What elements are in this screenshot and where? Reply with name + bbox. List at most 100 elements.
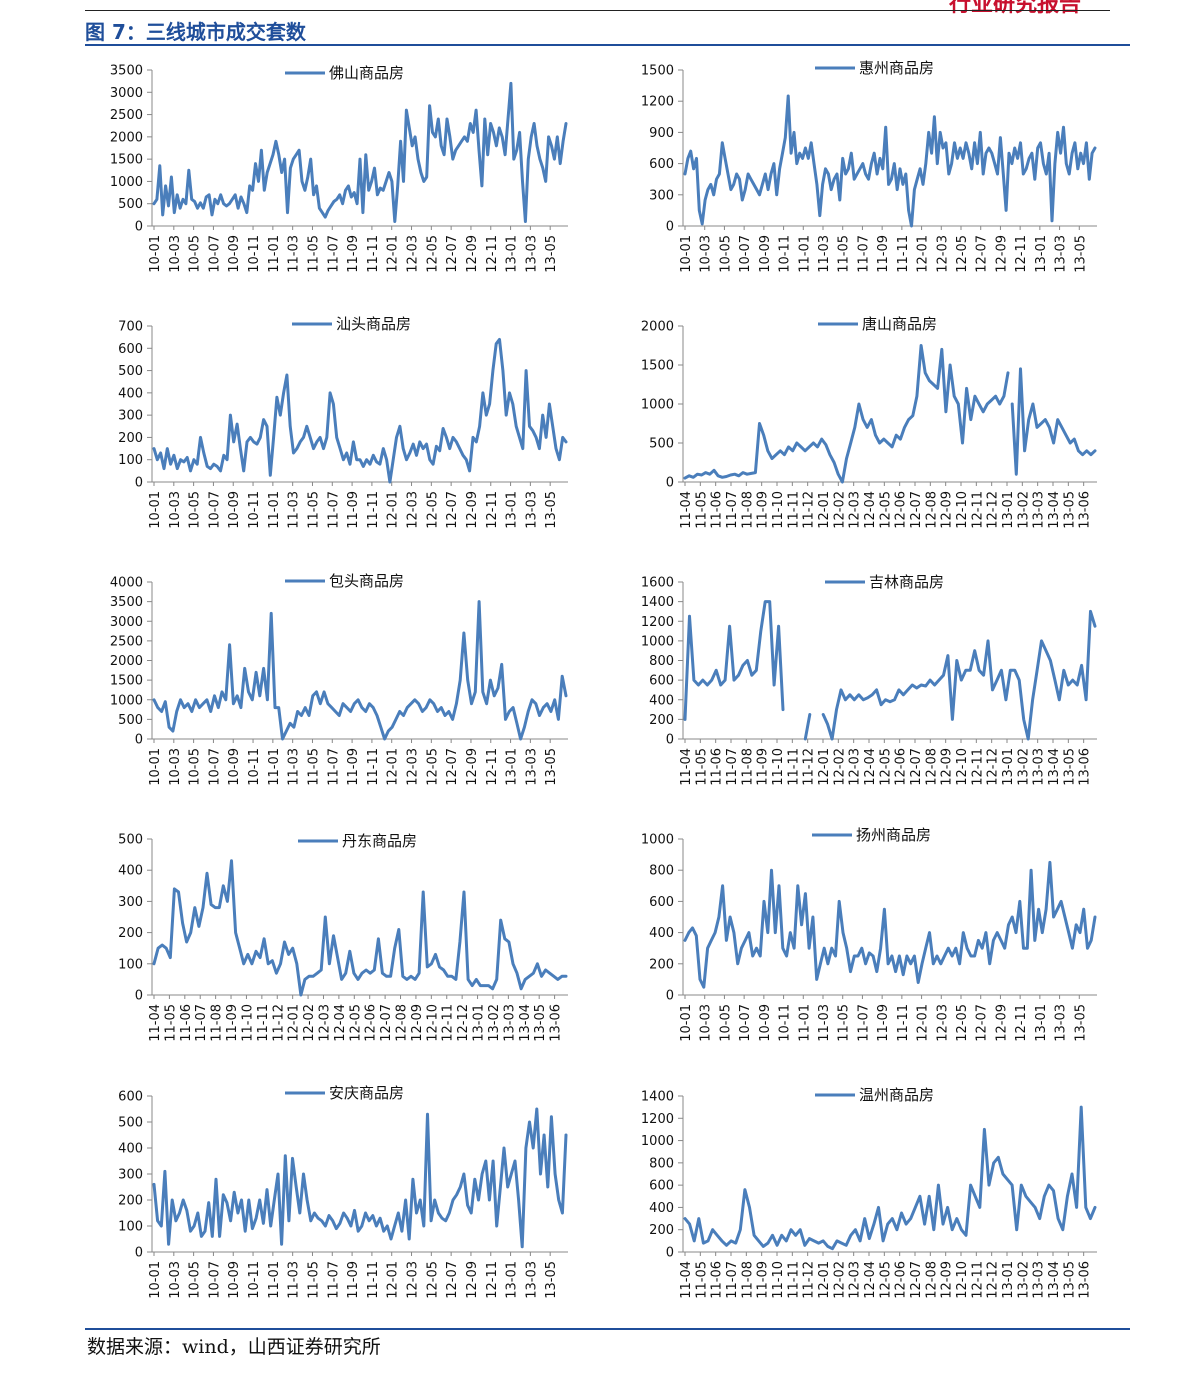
x-tick-label: 13-02 bbox=[1016, 1261, 1031, 1299]
x-tick-label: 11-11 bbox=[256, 1004, 271, 1042]
x-tick-label: 11-07 bbox=[725, 1261, 740, 1299]
x-tick-label: 12-03 bbox=[848, 491, 863, 529]
x-tick-label: 11-05 bbox=[837, 235, 852, 273]
x-tick-label: 10-03 bbox=[699, 235, 714, 273]
y-tick-label: 1500 bbox=[110, 674, 143, 689]
x-tick-label: 10-03 bbox=[168, 235, 183, 273]
x-tick-label: 11-07 bbox=[326, 748, 341, 786]
x-tick-label: 11-07 bbox=[856, 235, 871, 273]
x-tick-label: 13-04 bbox=[1047, 1261, 1062, 1299]
x-tick-label: 13-01 bbox=[505, 1261, 520, 1299]
series-line bbox=[683, 600, 1097, 741]
x-tick-label: 13-02 bbox=[487, 1004, 502, 1042]
y-tick-label: 1200 bbox=[641, 1112, 674, 1127]
y-tick-label: 3500 bbox=[110, 595, 143, 610]
x-tick-label: 13-05 bbox=[544, 1261, 559, 1299]
x-tick-label: 11-09 bbox=[756, 748, 771, 786]
y-tick-label: 600 bbox=[118, 342, 143, 357]
x-tick-label: 11-01 bbox=[797, 235, 812, 273]
x-tick-label: 12-05 bbox=[878, 1261, 893, 1299]
x-tick-label: 12-02 bbox=[832, 748, 847, 786]
x-tick-label: 11-05 bbox=[306, 748, 321, 786]
x-tick-label: 10-09 bbox=[758, 1004, 773, 1042]
x-tick-label: 11-04 bbox=[679, 748, 694, 786]
x-tick-label: 10-09 bbox=[227, 748, 242, 786]
y-tick-label: 800 bbox=[649, 864, 674, 879]
y-tick-label: 1000 bbox=[641, 833, 674, 848]
x-tick-label: 11-12 bbox=[802, 491, 817, 529]
x-tick-label: 11-11 bbox=[896, 1004, 911, 1042]
x-tick-label: 12-01 bbox=[386, 1261, 401, 1299]
x-tick-label: 12-03 bbox=[935, 235, 950, 273]
x-tick-label: 12-01 bbox=[386, 491, 401, 529]
x-tick-label: 11-04 bbox=[148, 1004, 163, 1042]
x-tick-label: 11-05 bbox=[306, 235, 321, 273]
x-tick-label: 11-12 bbox=[802, 1261, 817, 1299]
x-tick-label: 10-03 bbox=[168, 491, 183, 529]
legend-label: 安庆商品房 bbox=[329, 1084, 404, 1102]
x-tick-label: 11-12 bbox=[271, 1004, 286, 1042]
x-tick-label: 12-04 bbox=[333, 1004, 348, 1042]
y-tick-label: 0 bbox=[135, 220, 143, 235]
x-tick-label: 10-01 bbox=[679, 235, 694, 273]
x-tick-label: 12-05 bbox=[425, 748, 440, 786]
x-tick-label: 10-05 bbox=[718, 1004, 733, 1042]
x-tick-label: 12-05 bbox=[955, 235, 970, 273]
legend-label: 唐山商品房 bbox=[862, 315, 937, 333]
x-tick-label: 12-05 bbox=[955, 1004, 970, 1042]
y-tick-label: 1500 bbox=[641, 64, 674, 79]
x-tick-label: 12-10 bbox=[955, 748, 970, 786]
x-tick-label: 10-07 bbox=[207, 748, 222, 786]
top-rule bbox=[85, 10, 1110, 11]
x-tick-label: 12-06 bbox=[894, 748, 909, 786]
y-tick-label: 1000 bbox=[641, 634, 674, 649]
y-tick-label: 1000 bbox=[110, 175, 143, 190]
x-tick-label: 12-05 bbox=[878, 491, 893, 529]
x-tick-label: 11-11 bbox=[366, 1261, 381, 1299]
x-tick-label: 11-09 bbox=[225, 1004, 240, 1042]
x-tick-label: 10-05 bbox=[718, 235, 733, 273]
series-line bbox=[152, 600, 568, 741]
x-tick-label: 12-01 bbox=[287, 1004, 302, 1042]
x-tick-label: 13-01 bbox=[505, 491, 520, 529]
y-tick-label: 300 bbox=[118, 1168, 143, 1183]
x-tick-label: 12-05 bbox=[425, 1261, 440, 1299]
y-tick-label: 400 bbox=[649, 1201, 674, 1216]
y-tick-label: 400 bbox=[649, 926, 674, 941]
x-tick-label: 11-07 bbox=[725, 748, 740, 786]
x-tick-label: 10-11 bbox=[247, 235, 262, 273]
x-tick-label: 12-07 bbox=[445, 235, 460, 273]
x-tick-label: 13-03 bbox=[524, 235, 539, 273]
x-tick-label: 12-03 bbox=[406, 748, 421, 786]
y-tick-label: 1400 bbox=[641, 595, 674, 610]
series-line bbox=[683, 344, 1097, 484]
series-line bbox=[152, 81, 568, 223]
x-tick-label: 13-01 bbox=[1034, 1004, 1049, 1042]
y-tick-label: 600 bbox=[649, 157, 674, 172]
y-tick-label: 900 bbox=[649, 126, 674, 141]
x-tick-label: 11-07 bbox=[856, 1004, 871, 1042]
x-tick-label: 11-06 bbox=[179, 1004, 194, 1042]
y-tick-label: 700 bbox=[118, 320, 143, 335]
x-tick-label: 10-07 bbox=[738, 1004, 753, 1042]
figure-title: 图 7：三线城市成交套数 bbox=[85, 20, 306, 44]
y-tick-label: 0 bbox=[666, 733, 674, 748]
x-tick-label: 11-08 bbox=[740, 748, 755, 786]
legend-label: 汕头商品房 bbox=[336, 315, 411, 333]
y-tick-label: 1000 bbox=[110, 693, 143, 708]
y-tick-label: 600 bbox=[649, 1179, 674, 1194]
x-tick-label: 12-07 bbox=[909, 1261, 924, 1299]
x-tick-label: 10-09 bbox=[227, 1261, 242, 1299]
y-tick-label: 500 bbox=[118, 833, 143, 848]
x-tick-label: 10-11 bbox=[247, 1261, 262, 1299]
x-tick-label: 12-04 bbox=[863, 491, 878, 529]
y-tick-label: 200 bbox=[118, 926, 143, 941]
x-tick-label: 13-05 bbox=[1073, 235, 1088, 273]
x-tick-label: 11-01 bbox=[267, 235, 282, 273]
x-tick-label: 13-04 bbox=[1047, 491, 1062, 529]
x-tick-label: 11-07 bbox=[725, 491, 740, 529]
x-tick-label: 12-11 bbox=[485, 235, 500, 273]
x-tick-label: 12-03 bbox=[406, 491, 421, 529]
